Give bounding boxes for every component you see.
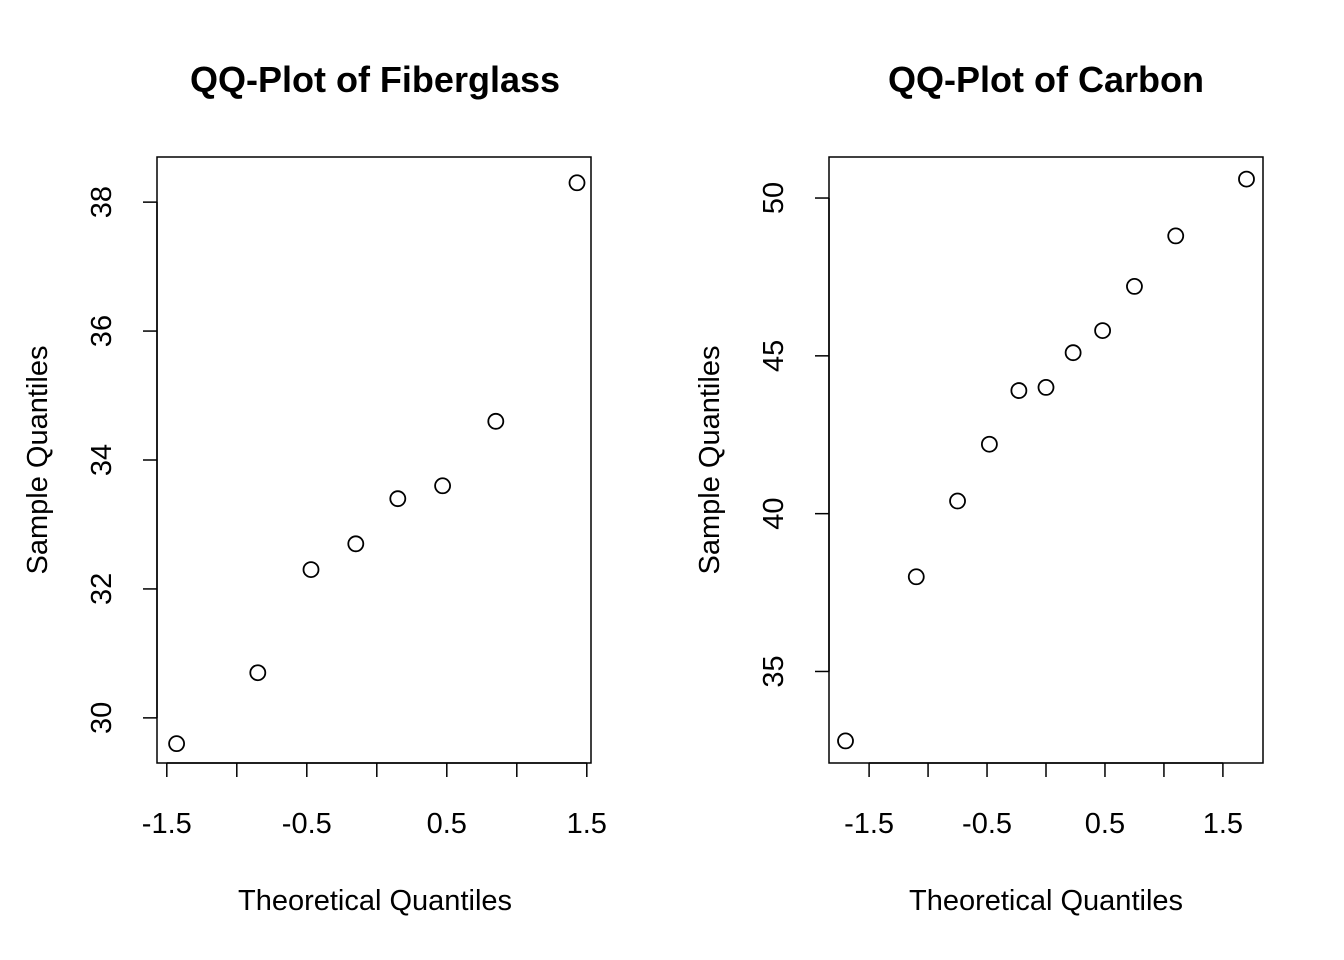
x-axis-carbon: -1.5 -0.5 0.5 1.5 — [844, 762, 1243, 840]
data-point-carbon — [1064, 344, 1082, 362]
y-axis-carbon: 35 40 45 50 — [758, 182, 830, 688]
data-point-carbon — [980, 435, 998, 453]
x-tick-label: 1.5 — [567, 808, 607, 840]
data-point-fiberglass — [249, 664, 267, 682]
x-axis-label-fiberglass: Theoretical Quantiles — [238, 885, 512, 917]
data-point-fiberglass — [302, 561, 320, 578]
data-point-carbon — [1037, 379, 1055, 396]
plot-frame-carbon — [828, 156, 1264, 764]
data-point-fiberglass — [487, 412, 505, 430]
x-axis-fiberglass: -1.5 -0.5 0.5 1.5 — [142, 762, 607, 840]
data-point-carbon — [837, 732, 854, 750]
points-carbon — [837, 170, 1255, 750]
chart-title-fiberglass: QQ-Plot of Fiberglass — [190, 59, 560, 100]
y-axis-label-fiberglass: Sample Quantiles — [22, 346, 54, 575]
y-tick-label: 36 — [86, 315, 118, 347]
x-axis-label-carbon: Theoretical Quantiles — [909, 885, 1183, 917]
data-point-carbon — [1238, 170, 1255, 188]
y-tick-label: 40 — [758, 498, 790, 530]
y-tick-label: 45 — [758, 340, 790, 372]
y-tick-label: 30 — [86, 702, 118, 734]
chart-title-carbon: QQ-Plot of Carbon — [888, 59, 1204, 100]
x-tick-label: -0.5 — [282, 808, 332, 840]
panel-fiberglass: QQ-Plot of Fiberglass -1.5 -0.5 0.5 1.5 303… — [22, 59, 607, 917]
data-point-carbon — [1167, 227, 1185, 245]
y-tick-label: 34 — [86, 444, 118, 476]
x-tick-label: -1.5 — [142, 808, 192, 840]
y-tick-label: 50 — [758, 182, 790, 214]
y-tick-label: 38 — [86, 186, 118, 218]
points-fiberglass — [168, 174, 586, 753]
data-point-carbon — [949, 492, 966, 510]
data-point-carbon — [907, 568, 925, 586]
x-tick-label: -1.5 — [844, 808, 894, 840]
y-tick-label: 35 — [758, 655, 790, 687]
x-tick-label: -0.5 — [962, 808, 1012, 840]
x-tick-label: 1.5 — [1203, 808, 1243, 840]
data-point-carbon — [1010, 382, 1028, 399]
data-point-fiberglass — [568, 174, 586, 192]
x-tick-label: 0.5 — [427, 808, 467, 840]
plot-frame-fiberglass — [156, 156, 592, 764]
y-axis-fiberglass: 30 32 34 36 38 — [86, 186, 158, 734]
y-axis-label-carbon: Sample Quantiles — [694, 346, 726, 575]
data-point-fiberglass — [434, 477, 452, 495]
y-tick-label: 32 — [86, 573, 118, 605]
data-point-carbon — [1094, 322, 1112, 339]
data-point-fiberglass — [347, 535, 365, 553]
data-point-carbon — [1126, 278, 1143, 295]
data-point-fiberglass — [389, 490, 407, 508]
x-tick-label: 0.5 — [1085, 808, 1125, 840]
data-point-fiberglass — [168, 735, 186, 753]
panel-carbon: QQ-Plot of Carbon -1.5 -0.5 0.5 1.5 35 40 45 5… — [694, 59, 1264, 917]
